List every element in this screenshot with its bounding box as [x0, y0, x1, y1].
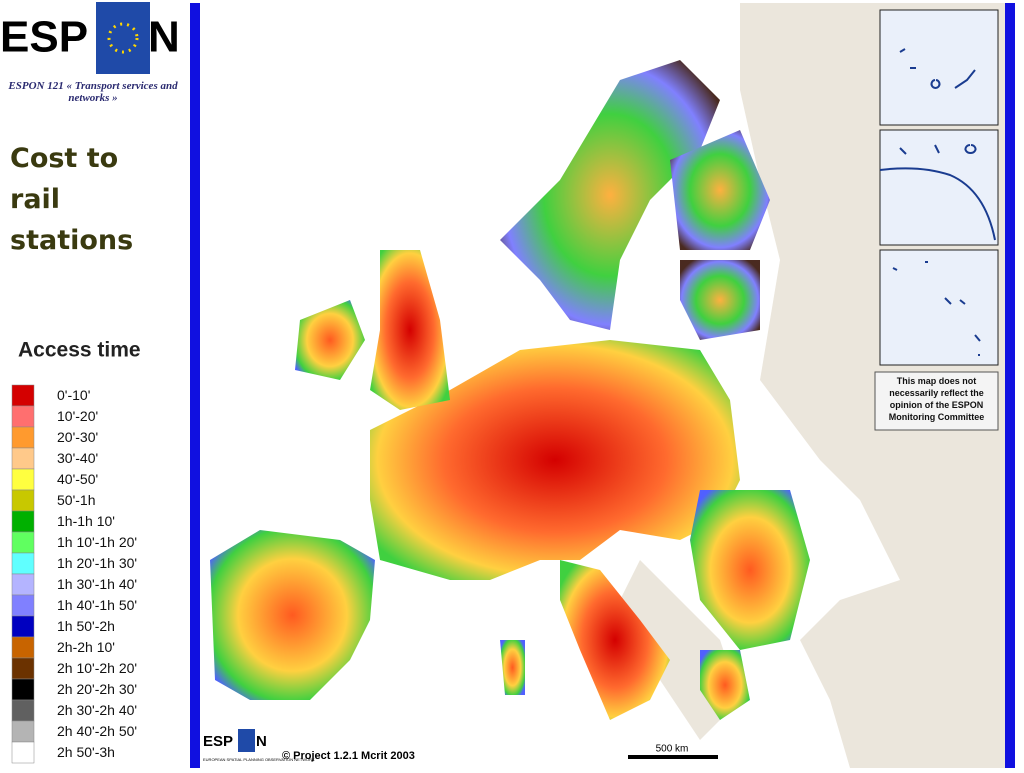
legend-label: 1h 10'-1h 20' — [57, 534, 137, 550]
legend-swatch — [11, 426, 35, 449]
legend-label: 1h 40'-1h 50' — [57, 597, 137, 613]
legend-label: 1h 20'-1h 30' — [57, 555, 137, 571]
legend-swatch — [11, 699, 35, 722]
legend-label: 40'-50' — [57, 471, 98, 487]
inset — [879, 9, 999, 126]
legend-swatch — [11, 678, 35, 701]
scale-label: 500 km — [656, 744, 689, 755]
legend-swatch — [11, 594, 35, 617]
legend-label: 1h-1h 10' — [57, 513, 115, 529]
footer-logo: ESP — [203, 733, 233, 750]
legend-label: 2h 40'-2h 50' — [57, 723, 137, 739]
region-balkans — [690, 490, 810, 650]
legend-swatch — [11, 720, 35, 743]
legend-swatch — [11, 447, 35, 470]
subtitle: ESPON 121 « Transport services and netwo… — [8, 80, 178, 104]
disclaimer-box — [874, 371, 999, 431]
legend: 0'-10' 10'-20' 20'-30' 30'-40' 40'-50' 50'-1h… — [11, 384, 137, 764]
region-central — [370, 340, 740, 580]
legend-swatch — [11, 384, 35, 407]
footer-logo: N — [256, 733, 267, 750]
legend-swatch — [11, 615, 35, 638]
credit: © Project 1.2.1 Mcrit 2003 — [282, 750, 415, 762]
legend-swatch — [11, 531, 35, 554]
legend-label: 0'-10' — [57, 387, 90, 403]
legend-swatch — [11, 552, 35, 575]
legend-label: 10'-20' — [57, 408, 98, 424]
legend-label: 2h-2h 10' — [57, 639, 115, 655]
frame-bar — [190, 3, 200, 768]
region-britain — [370, 250, 450, 410]
frame-bar — [1005, 3, 1015, 768]
title: Cost to rail stations — [10, 143, 134, 256]
legend-swatch — [11, 636, 35, 659]
legend-title: Access time — [18, 339, 141, 362]
region-baltics — [680, 260, 760, 340]
legend-label: 20'-30' — [57, 429, 98, 445]
region-greece — [700, 650, 750, 720]
legend-label: 1h 50'-2h — [57, 618, 115, 634]
legend-swatch — [11, 657, 35, 680]
footer-logo-caption: EUROPEAN SPATIAL PLANNING OBSERVATION NE… — [203, 757, 315, 762]
legend-swatch — [11, 468, 35, 491]
inset — [879, 249, 999, 366]
legend-label: 2h 30'-2h 40' — [57, 702, 137, 718]
title-box: Cost to rail stations — [10, 143, 134, 256]
legend-label: 2h 10'-2h 20' — [57, 660, 137, 676]
map: This map does not necessarily reflect th… — [200, 3, 1005, 768]
inset-islands — [899, 48, 976, 89]
logo-bg — [0, 18, 112, 60]
legend-label: 2h 20'-2h 30' — [57, 681, 137, 697]
legend-swatch — [11, 405, 35, 428]
legend-label: 2h 50'-3h — [57, 744, 115, 760]
legend-swatch — [11, 741, 35, 764]
inset-coast — [879, 167, 996, 241]
footer-logo-flag — [238, 729, 255, 752]
region-sardinia — [500, 640, 525, 695]
region-iberia — [210, 530, 375, 700]
subtitle-box: ESPON 121 « Transport services and netwo… — [8, 80, 178, 104]
inset-islands — [899, 144, 977, 155]
legend-swatch — [11, 510, 35, 533]
logo-text: ESP — [0, 13, 88, 62]
region-ireland — [295, 300, 365, 380]
legend-swatch — [11, 489, 35, 512]
region-italy — [560, 560, 670, 720]
logo-flag — [96, 2, 150, 74]
footer-logo-bg — [200, 728, 272, 768]
region-scandinavia — [500, 60, 720, 330]
scale-bar — [628, 755, 718, 759]
disclaimer: This map does not necessarily reflect th… — [888, 376, 985, 422]
legend-label: 1h 30'-1h 40' — [57, 576, 137, 592]
logo-text: N — [148, 13, 180, 62]
legend-label: 30'-40' — [57, 450, 98, 466]
legend-swatch — [11, 573, 35, 596]
region-finland — [670, 130, 770, 250]
legend-label: 50'-1h — [57, 492, 95, 508]
logo-stars — [107, 22, 139, 54]
disclaimer-box: This map does not necessarily reflect th… — [888, 376, 985, 422]
inset-islands — [892, 261, 981, 356]
inset — [879, 129, 999, 246]
